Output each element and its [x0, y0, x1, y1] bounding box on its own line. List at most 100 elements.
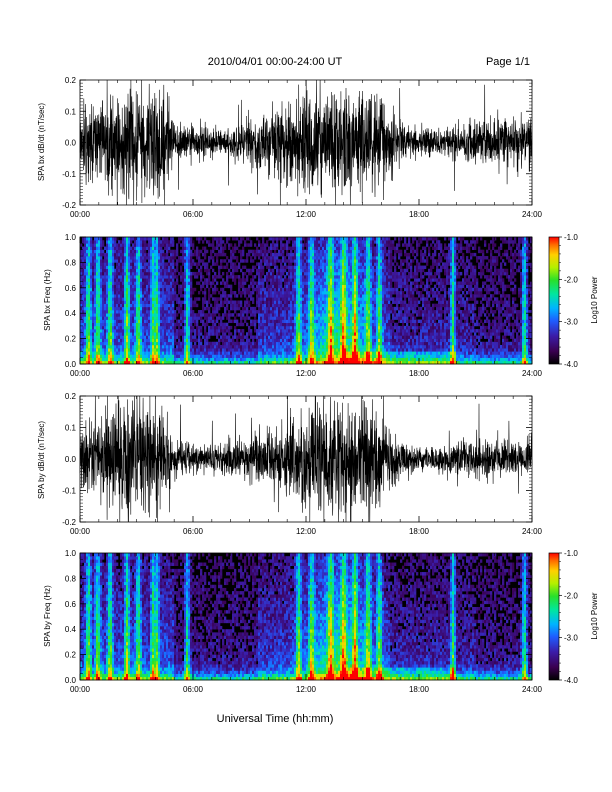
spectrogram-cell	[194, 252, 197, 257]
spectrogram-cell	[226, 237, 229, 241]
spectrogram-cell	[250, 313, 253, 317]
spectrogram-cell	[234, 237, 237, 241]
spectrogram-cell	[260, 360, 263, 365]
spectrogram-cell	[304, 249, 307, 254]
spectrogram-cell	[138, 357, 141, 362]
spectrogram-cell	[156, 256, 159, 260]
spectrogram-cell	[334, 243, 337, 247]
spectrogram-cell	[134, 306, 137, 311]
spectrogram-cell	[290, 351, 293, 355]
spectrogram-cell	[148, 287, 151, 292]
spectrogram-cell	[282, 303, 285, 308]
spectrogram-cell	[328, 348, 331, 352]
spectrogram-cell	[110, 237, 113, 241]
spectrogram-cell	[184, 249, 187, 254]
spectrogram-cell	[274, 325, 277, 330]
spectrogram-cell	[162, 240, 165, 244]
spectrogram-cell	[118, 284, 121, 289]
spectrogram-cell	[170, 256, 173, 260]
spectrogram-cell	[280, 310, 283, 314]
spectrogram-cell	[308, 256, 311, 260]
spectrogram-cell	[98, 259, 101, 263]
spectrogram-cell	[154, 297, 157, 301]
spectrogram-cell	[176, 322, 179, 327]
spectrogram-cell	[146, 300, 149, 304]
spectrogram-cell	[316, 351, 319, 355]
spectrogram-cell	[268, 341, 271, 346]
spectrogram-cell	[102, 360, 105, 365]
spectrogram-cell	[132, 278, 135, 282]
spectrogram-cell	[136, 351, 139, 355]
spectrogram-cell	[282, 300, 285, 304]
spectrogram-cell	[152, 329, 155, 333]
spectrogram-cell	[182, 316, 185, 320]
spectrogram-cell	[300, 335, 303, 339]
spectrogram-cell	[160, 278, 163, 282]
spectrogram-cell	[162, 360, 165, 365]
spectrogram-cell	[204, 287, 207, 292]
spectrogram-cell	[222, 351, 225, 355]
spectrogram-cell	[270, 351, 273, 355]
spectrogram-cell	[326, 360, 329, 365]
spectrogram-cell	[222, 322, 225, 327]
spectrogram-cell	[344, 354, 347, 358]
spectrogram-cell	[226, 297, 229, 301]
spectrogram-cell	[128, 265, 131, 270]
spectrogram-cell	[102, 332, 105, 336]
spectrogram-cell	[210, 351, 213, 355]
spectrogram-cell	[320, 262, 323, 266]
spectrogram-cell	[142, 310, 145, 314]
spectrogram-cell	[116, 237, 119, 241]
spectrogram-cell	[136, 306, 139, 311]
spectrogram-cell	[246, 243, 249, 247]
spectrogram-cell	[332, 284, 335, 289]
spectrogram-cell	[148, 338, 151, 343]
spectrogram-cell	[266, 294, 269, 298]
spectrogram-cell	[212, 259, 215, 263]
spectrogram-cell	[190, 335, 193, 339]
spectrogram-cell	[152, 278, 155, 282]
spectrogram-cell	[344, 252, 347, 257]
spectrogram-cell	[240, 357, 243, 362]
spectrogram-cell	[254, 310, 257, 314]
spectrogram-cell	[284, 300, 287, 304]
spectrogram-cell	[278, 335, 281, 339]
spectrogram-cell	[180, 237, 183, 241]
spectrogram-cell	[334, 249, 337, 254]
spectrogram-cell	[136, 278, 139, 282]
spectrogram-cell	[150, 281, 153, 285]
spectrogram-cell	[324, 297, 327, 301]
spectrogram-cell	[86, 243, 89, 247]
spectrogram-cell	[258, 278, 261, 282]
spectrogram-cell	[316, 344, 319, 349]
spectrogram-cell	[98, 335, 101, 339]
spectrogram-cell	[116, 294, 119, 298]
spectrogram-cell	[270, 287, 273, 292]
spectrogram-cell	[264, 313, 267, 317]
spectrogram-cell	[288, 351, 291, 355]
spectrogram-cell	[160, 240, 163, 244]
spectrogram-cell	[306, 252, 309, 257]
spectrogram-cell	[284, 284, 287, 289]
spectrogram-cell	[110, 252, 113, 257]
spectrogram-cell	[282, 332, 285, 336]
spectrogram-cell	[170, 316, 173, 320]
spectrogram-cell	[238, 357, 241, 362]
spectrogram-cell	[200, 265, 203, 270]
spectrogram-cell	[80, 262, 83, 266]
spectrogram-cell	[98, 287, 101, 292]
spectrogram-cell	[234, 290, 237, 295]
spectrogram-cell	[96, 303, 99, 308]
spectrogram-cell	[268, 265, 271, 270]
spectrogram-cell	[296, 265, 299, 270]
spectrogram-cell	[304, 325, 307, 330]
spectrogram-cell	[282, 297, 285, 301]
spectrogram-cell	[158, 246, 161, 250]
spectrogram-cell	[184, 240, 187, 244]
spectrogram-cell	[216, 297, 219, 301]
spectrogram-cell	[224, 306, 227, 311]
spectrogram-cell	[324, 278, 327, 282]
spectrogram-cell	[170, 322, 173, 327]
spectrogram-cell	[296, 268, 299, 273]
spectrogram-cell	[252, 344, 255, 349]
